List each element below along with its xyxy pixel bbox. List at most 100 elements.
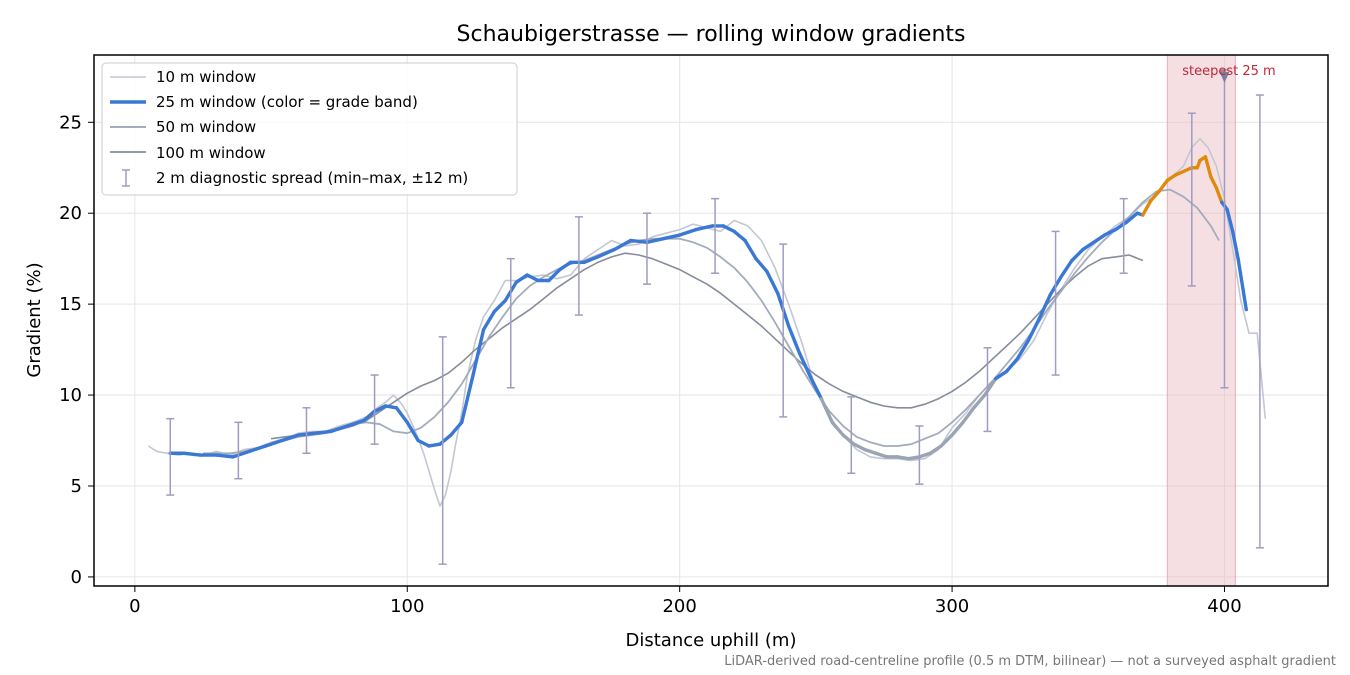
series-line-100m	[270, 252, 1144, 440]
steepest-marker	[1219, 71, 1230, 83]
series-segment-25m	[1081, 240, 1096, 252]
error-bar	[1220, 68, 1229, 389]
series-segment-25m	[808, 375, 824, 401]
series-segment-25m	[917, 451, 932, 459]
series-segment-25m	[1225, 207, 1235, 234]
error-bar	[779, 243, 788, 418]
error-bar	[574, 216, 583, 316]
series-segment-25m	[661, 233, 682, 241]
series-segment-25m	[1157, 178, 1169, 194]
series-segment-25m	[312, 429, 333, 435]
series-line-50m	[203, 188, 1220, 455]
y-tick-label: 10	[59, 385, 82, 406]
series-segment-25m	[182, 451, 202, 457]
series-segment-25m	[852, 442, 867, 452]
series-segment-25m	[645, 236, 666, 245]
series-segment-25m	[1059, 258, 1074, 279]
x-tick-label: 300	[935, 596, 969, 617]
error-bar	[1187, 112, 1196, 287]
series-segment-25m	[416, 438, 431, 448]
series-segment-25m	[514, 273, 529, 285]
series-segment-25m	[993, 369, 1009, 381]
series-segment-25m	[1230, 229, 1240, 261]
error-bar	[1255, 94, 1264, 549]
series-segment-25m	[547, 267, 562, 283]
series-segment-25m	[1149, 189, 1161, 203]
series-segment-25m	[231, 449, 251, 459]
plot-frame	[93, 54, 1329, 587]
x-tick-label: 400	[1207, 596, 1241, 617]
series-segment-25m	[1102, 227, 1118, 237]
series-segment-25m	[1026, 316, 1041, 343]
legend-label-10m: 10 m window	[156, 68, 256, 86]
steepest-label: steepest 25 m	[1182, 64, 1275, 79]
error-bar	[302, 407, 311, 454]
series-segment-25m	[214, 453, 235, 459]
series-segment-25m	[582, 255, 600, 265]
series-segment-25m	[939, 433, 954, 448]
series-segment-25m	[1124, 211, 1140, 225]
y-axis-label: Gradient (%)	[24, 262, 45, 377]
series-segment-25m	[1209, 175, 1219, 190]
y-tick-label: 0	[71, 567, 82, 588]
error-bar	[642, 212, 651, 285]
series-segment-25m	[841, 433, 856, 446]
series-segment-25m	[612, 238, 633, 252]
series-segment-25m	[247, 444, 268, 454]
series-segment-25m	[1113, 220, 1129, 232]
series-segment-25m	[743, 238, 758, 261]
series-segment-25m	[1004, 356, 1020, 374]
series-segment-25m	[525, 273, 540, 283]
series-segment-25m	[732, 229, 747, 243]
y-tick-label: 15	[59, 294, 82, 315]
series-segment-25m	[765, 269, 780, 295]
series-segment-25m	[1092, 233, 1107, 245]
error-bars	[166, 68, 1264, 565]
series-segment-25m	[263, 438, 284, 448]
series-segment-25m	[280, 433, 301, 443]
axis-ticks: 0 100 200 300 400 0 5 10 15 20 25	[59, 112, 1242, 617]
series-segment-25m	[470, 327, 486, 379]
error-bar	[370, 374, 379, 445]
y-tick-label: 5	[71, 476, 82, 497]
series-segment-25m	[1236, 256, 1248, 312]
legend-label-errorbar: 2 m diagnostic spread (min–max, ±12 m)	[156, 169, 468, 187]
series-segment-25m	[863, 447, 878, 455]
series-segment-25m	[950, 420, 965, 437]
footnote: LiDAR-derived road-centreline profile (0…	[724, 654, 1336, 669]
steepest-marker-triangle	[1219, 71, 1230, 83]
series-segment-25m	[405, 420, 420, 443]
series-segment-25m	[819, 396, 834, 425]
error-bar	[1051, 230, 1060, 376]
series-segment-25m	[1203, 155, 1213, 179]
legend-swatch-errorbar	[122, 169, 130, 187]
legend-label-50m: 50 m window	[156, 118, 256, 136]
series-segment-25m	[492, 298, 508, 314]
error-bar	[506, 257, 515, 389]
series-lines	[148, 137, 1267, 507]
series-segment-25m	[1214, 186, 1224, 204]
error-bar	[234, 421, 243, 480]
series-segment-25m	[329, 424, 350, 434]
error-bar	[166, 417, 175, 496]
series-segment-25m	[928, 444, 943, 455]
error-bar	[983, 347, 992, 433]
series-segment-25m	[694, 224, 715, 232]
series-segment-25m	[874, 451, 889, 459]
series-segment-25m	[677, 227, 698, 237]
x-tick-label: 100	[390, 596, 424, 617]
series-segment-25m	[438, 433, 453, 446]
series-segment-25m	[372, 404, 388, 414]
series-segment-25m	[361, 409, 377, 423]
series-segment-25m	[628, 238, 649, 245]
series-segment-25m	[449, 420, 464, 437]
series-segment-25m	[786, 324, 802, 355]
series-segment-25m	[1070, 247, 1085, 263]
y-tick-label: 25	[59, 112, 82, 133]
legend-label-100m: 100 m window	[156, 144, 266, 162]
chart-title: Schaubigerstrasse — rolling window gradi…	[457, 22, 966, 47]
error-bar	[847, 396, 856, 475]
error-bar	[711, 197, 720, 274]
series-segment-25m	[797, 351, 813, 379]
